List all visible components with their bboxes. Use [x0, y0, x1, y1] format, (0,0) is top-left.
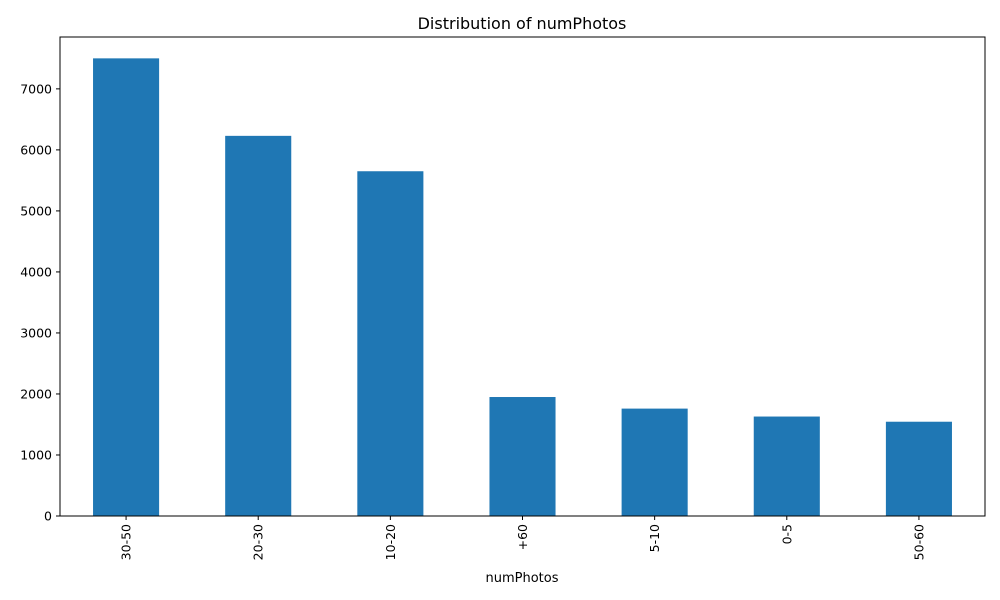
chart-title: Distribution of numPhotos [418, 14, 627, 33]
bars-group [93, 58, 952, 516]
y-tick-label-3: 3000 [20, 325, 52, 340]
bar-3 [489, 397, 556, 516]
y-axis-ticks: 0 1000 2000 3000 4000 5000 6000 7000 [20, 81, 60, 524]
x-tick-label-3: +60 [515, 524, 530, 550]
x-axis-ticks: 30-50 20-30 10-20 +60 5-10 0-5 50-60 [119, 516, 926, 560]
bar-6 [885, 421, 952, 516]
x-axis-label: numPhotos [486, 571, 559, 586]
y-tick-label-1: 1000 [20, 447, 52, 462]
bar-4 [621, 408, 688, 516]
bar-5 [753, 416, 820, 516]
y-tick-label-5: 5000 [20, 203, 52, 218]
y-tick-label-4: 4000 [20, 264, 52, 279]
bar-0 [93, 58, 160, 516]
x-tick-label-6: 50-60 [911, 524, 926, 560]
x-tick-label-0: 30-50 [119, 524, 134, 560]
y-tick-label-6: 6000 [20, 142, 52, 157]
plot-frame [59, 36, 986, 517]
y-tick-label-7: 7000 [20, 81, 52, 96]
bar-2 [357, 171, 424, 516]
x-tick-label-2: 10-20 [383, 524, 398, 560]
x-tick-label-5: 0-5 [779, 524, 794, 544]
y-tick-label-2: 2000 [20, 386, 52, 401]
bar-1 [225, 135, 292, 516]
y-tick-label-0: 0 [44, 509, 52, 524]
x-tick-label-1: 20-30 [251, 524, 266, 560]
x-tick-label-4: 5-10 [647, 524, 662, 552]
